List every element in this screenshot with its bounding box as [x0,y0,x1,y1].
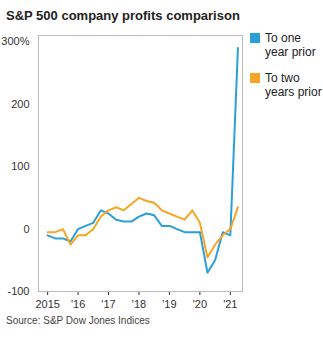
html-text:Source: S&P Dow Jones Indices: Source: S&P Dow Jones Indices [6,315,150,326]
svg-text:'17: '17 [101,298,115,310]
svg-text:'19: '19 [162,298,176,310]
html-text:To two years prior: To two years prior [265,71,322,99]
svg-text:2015: 2015 [35,298,59,310]
html-text:S&P 500 company profits compar: S&P 500 company profits comparison [6,8,240,23]
html-text:To one year prior: To one year prior [265,31,316,59]
svg-text:0: 0 [23,223,29,235]
svg-text:300%: 300% [1,35,29,47]
svg-text:'21: '21 [223,298,237,310]
svg-text:'20: '20 [193,298,207,310]
svg-text:100: 100 [11,160,29,172]
svg-text:'18: '18 [132,298,146,310]
svg-text:'16: '16 [71,298,85,310]
svg-text:200: 200 [11,98,29,110]
svg-text:-100: -100 [7,285,29,297]
